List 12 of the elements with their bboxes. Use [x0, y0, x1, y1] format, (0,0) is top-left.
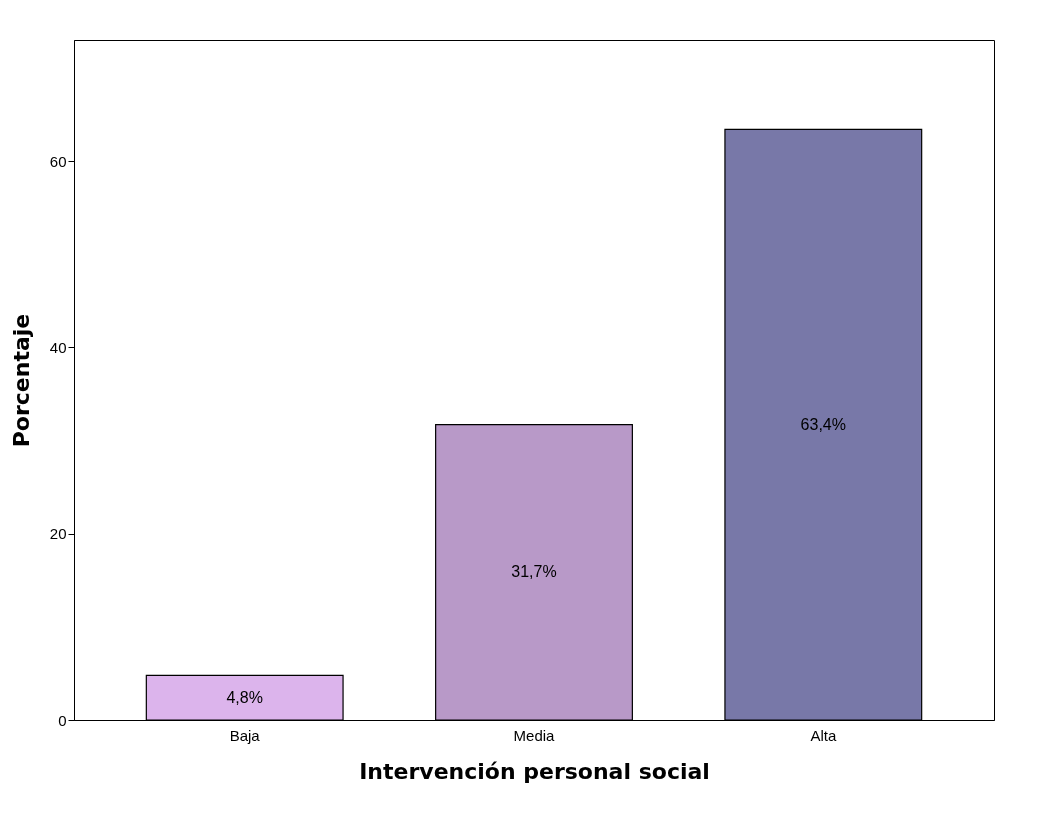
data-label: 63,4% — [800, 415, 846, 433]
x-tick-label: Alta — [810, 726, 837, 744]
y-tick-label: 20 — [49, 525, 67, 543]
data-label: 4,8% — [226, 688, 263, 706]
y-tick-label: 60 — [49, 152, 67, 170]
x-tick-label: Baja — [229, 726, 261, 744]
x-tick-label: Media — [513, 726, 556, 744]
data-label: 31,7% — [511, 563, 557, 581]
y-axis-title: Porcentaje — [8, 313, 34, 448]
x-axis-title: Intervención personal social — [359, 758, 710, 784]
y-tick-label: 40 — [49, 338, 67, 356]
y-tick-label: 0 — [58, 711, 67, 729]
